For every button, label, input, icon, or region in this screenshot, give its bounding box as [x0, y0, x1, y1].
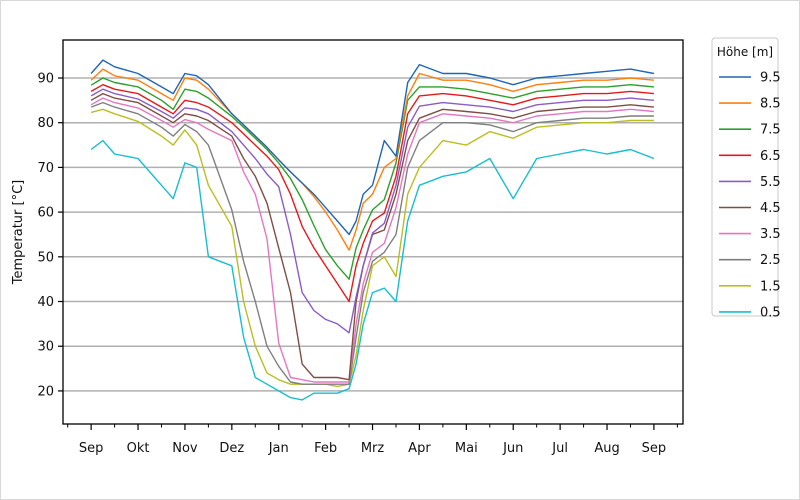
x-tick-label: Feb	[314, 441, 337, 456]
y-tick-label: 40	[37, 295, 54, 310]
series-line-3.5	[90, 97, 654, 383]
y-axis-label: Temperatur [°C]	[11, 180, 26, 286]
x-tick-label: Jun	[502, 441, 523, 456]
legend-box	[711, 37, 779, 317]
legend-label: 7.5	[760, 123, 781, 138]
x-tick-label: Sep	[79, 441, 104, 456]
x-tick-label: Mai	[455, 441, 478, 456]
x-tick-label: Jan	[268, 441, 289, 456]
series-line-5.5	[90, 88, 654, 334]
series-line-1.5	[90, 108, 654, 388]
legend-label: 6.5	[760, 149, 781, 164]
legend-label: 3.5	[760, 227, 781, 242]
legend-label: 5.5	[760, 175, 781, 190]
y-tick-label: 80	[37, 116, 54, 131]
y-tick-label: 50	[37, 250, 54, 265]
legend-label: 4.5	[760, 201, 781, 216]
series-line-2.5	[90, 101, 654, 385]
y-tick-label: 90	[37, 71, 54, 86]
y-tick-label: 30	[37, 340, 54, 355]
y-tick-label: 60	[37, 206, 54, 221]
legend-label: 2.5	[760, 253, 781, 268]
x-tick-label: Okt	[127, 441, 150, 456]
series-line-8.5	[90, 68, 654, 251]
series-line-9.5	[90, 59, 655, 236]
legend-label: 0.5	[760, 305, 781, 320]
y-tick-label: 20	[37, 384, 54, 399]
grid-lines	[63, 77, 683, 392]
x-tick-label: Apr	[408, 441, 431, 456]
x-tick-label: Mrz	[361, 441, 385, 456]
y-tick-label: 70	[37, 161, 54, 176]
x-tick-label: Nov	[172, 441, 198, 456]
series-line-0.5	[90, 139, 655, 401]
series-lines	[90, 59, 655, 401]
y-axis: 20 30 40 50 60 70 80 90	[37, 71, 63, 399]
x-tick-label: Dez	[219, 441, 244, 456]
x-tick-label: Aug	[594, 441, 619, 456]
legend-label: 9.5	[760, 71, 781, 86]
legend-label: 8.5	[760, 97, 781, 112]
series-line-4.5	[90, 92, 654, 381]
legend: Höhe [m] 9.5 8.5 7.5 6.5 5.5 4.5 3.5 2.5 1.5 0.5	[711, 37, 781, 320]
series-line-7.5	[90, 77, 654, 280]
x-axis: Sep Okt Nov Dez Jan Feb Mrz Apr Mai Jun Jul Aug Sep	[67, 424, 678, 456]
x-tick-label: Sep	[642, 441, 667, 456]
legend-title: Höhe [m]	[717, 45, 773, 59]
series-line-6.5	[90, 83, 654, 303]
x-tick-label: Jul	[551, 441, 568, 456]
legend-label: 1.5	[760, 279, 781, 294]
